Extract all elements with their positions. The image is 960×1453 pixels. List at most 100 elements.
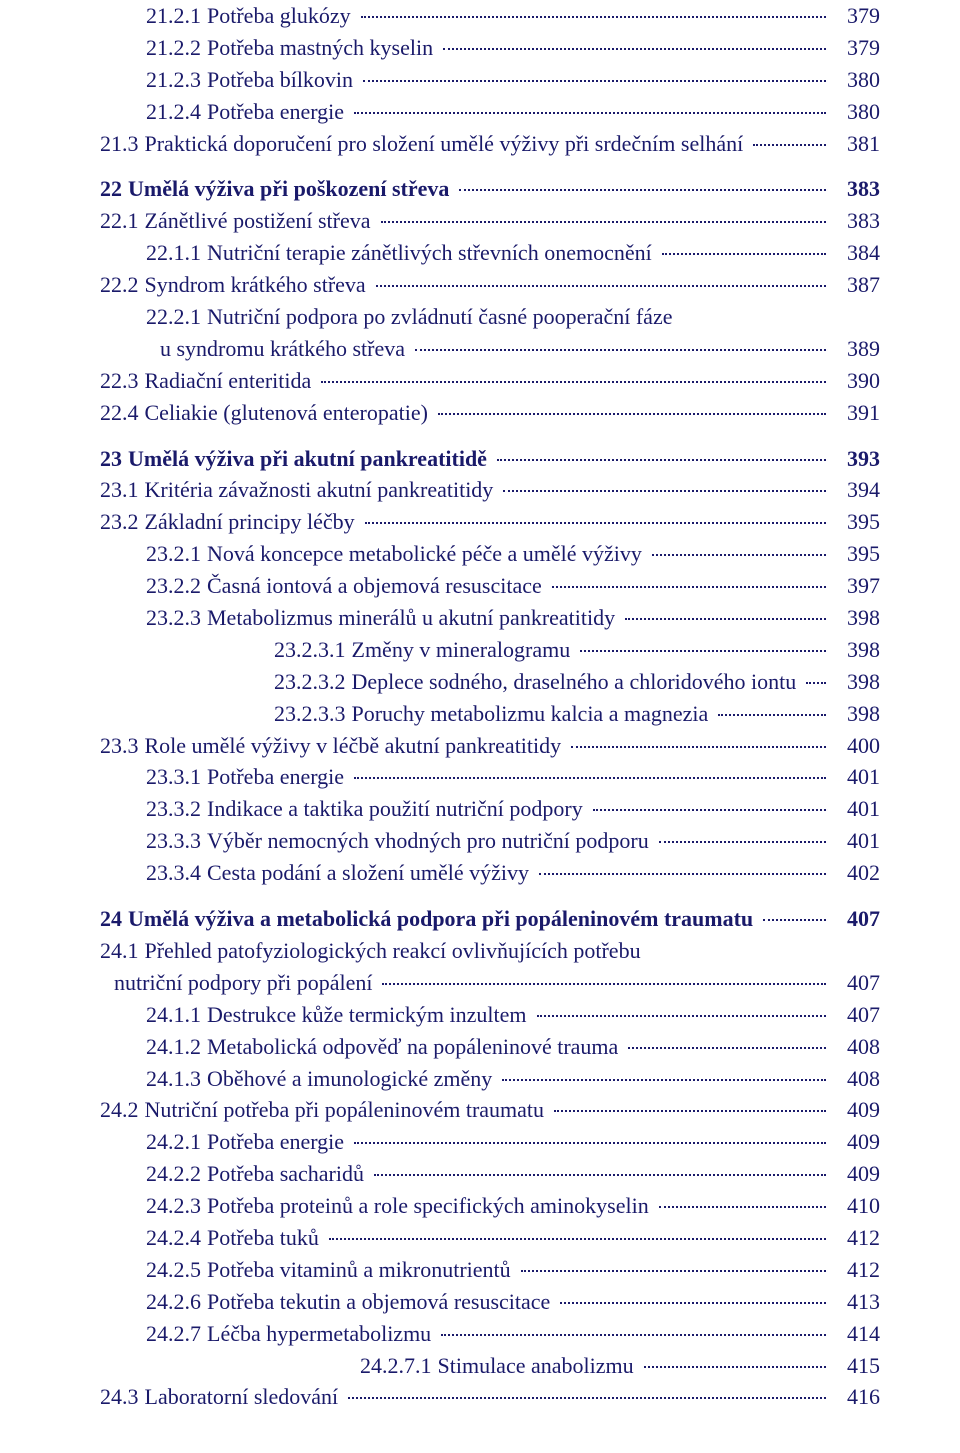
toc-leader-dots [354,1142,826,1144]
toc-number: 21.2.2 [146,32,207,64]
toc-leader-dots [644,1366,826,1368]
toc-number: 23 [100,443,128,475]
toc-title: Metabolická odpověď na popáleninové trau… [207,1031,624,1063]
toc-number: 22.1.1 [146,237,207,269]
toc-leader-dots [718,714,826,716]
toc-page-number: 407 [830,903,880,935]
toc-number: 24.1.3 [146,1063,207,1095]
toc-leader-dots [502,1079,826,1081]
toc-number: 21.2.3 [146,64,207,96]
toc-page-number: 379 [830,32,880,64]
toc-title: Potřeba tekutin a objemová resuscitace [207,1286,556,1318]
toc-title-cont: nutriční podpory při popálení [100,967,378,999]
toc-leader-dots [348,1397,826,1399]
toc-page-number: 394 [830,474,880,506]
toc-title: Poruchy metabolizmu kalcia a magnezia [352,698,715,730]
toc-entry: 22.1.1Nutriční terapie zánětlivých střev… [100,237,880,269]
toc-leader-dots [662,253,826,255]
toc-number: 23.2 [100,506,145,538]
toc-leader-dots [652,554,826,556]
toc-number: 24.2.6 [146,1286,207,1318]
toc-page-number: 410 [830,1190,880,1222]
toc-number: 23.3.1 [146,761,207,793]
toc-title: Přehled patofyziologických reakcí ovlivň… [145,935,647,967]
toc-entry: 21.2.3Potřeba bílkovin380 [100,64,880,96]
toc-number: 23.3 [100,730,145,762]
toc-entry: 23.2.3.2Deplece sodného, draselného a ch… [100,666,880,698]
toc-page-number: 415 [830,1350,880,1382]
toc-page-number: 408 [830,1063,880,1095]
toc-number: 23.3.4 [146,857,207,889]
toc-entry: 24.1.1Destrukce kůže termickým inzultem4… [100,999,880,1031]
toc-entry: 23.2Základní principy léčby395 [100,506,880,538]
toc-leader-dots [382,983,826,985]
toc-title: Potřeba energie [207,761,350,793]
toc-page-number: 395 [830,506,880,538]
toc-entry: 24.2Nutriční potřeba při popáleninovém t… [100,1094,880,1126]
toc-entry: 23.3.3Výběr nemocných vhodných pro nutri… [100,825,880,857]
toc-title: Metabolizmus minerálů u akutní pankreati… [207,602,621,634]
toc-title: Nutriční terapie zánětlivých střevních o… [207,237,658,269]
toc-entry: 22.4Celiakie (glutenová enteropatie)391 [100,397,880,429]
toc-page-number: 400 [830,730,880,762]
toc-title: Změny v mineralogramu [352,634,577,666]
toc-leader-dots [321,381,826,383]
toc-number: 22.4 [100,397,145,429]
toc-page-number: 397 [830,570,880,602]
toc-title: Potřeba glukózy [207,0,357,32]
toc-leader-dots [354,112,826,114]
toc-leader-dots [628,1047,826,1049]
toc-page-number: 401 [830,825,880,857]
toc-entry: 24.2.3Potřeba proteinů a role specifický… [100,1190,880,1222]
toc-number: 24.1.2 [146,1031,207,1063]
toc-entry: 21.2.4Potřeba energie380 [100,96,880,128]
toc-page-number: 413 [830,1286,880,1318]
section-gap [100,159,880,173]
toc-leader-dots [806,682,826,684]
toc-page-number: 407 [830,967,880,999]
toc-entry: 24.2.5Potřeba vitaminů a mikronutrientů4… [100,1254,880,1286]
toc-page-number: 414 [830,1318,880,1350]
toc-leader-dots [438,413,826,415]
toc-page: 21.2.1Potřeba glukózy37921.2.2Potřeba ma… [0,0,960,1453]
toc-number: 23.1 [100,474,145,506]
toc-leader-dots [415,349,826,351]
toc-page-number: 383 [830,173,880,205]
toc-entry: 24.1Přehled patofyziologických reakcí ov… [100,935,880,967]
toc-leader-dots [554,1110,826,1112]
toc-entry: 24.2.4Potřeba tuků412 [100,1222,880,1254]
toc-title: Umělá výživa při akutní pankreatitidě [128,443,493,475]
toc-leader-dots [763,919,826,921]
toc-entry: 23.3.1Potřeba energie401 [100,761,880,793]
toc-leader-dots [580,650,826,652]
toc-leader-dots [659,1206,826,1208]
toc-page-number: 381 [830,128,880,160]
toc-page-number: 390 [830,365,880,397]
toc-entry: 23Umělá výživa při akutní pankreatitidě 3… [100,443,880,475]
toc-entry: 21.2.1Potřeba glukózy379 [100,0,880,32]
toc-title: Léčba hypermetabolizmu [207,1318,437,1350]
toc-title: Kritéria závažnosti akutní pankreatitidy [145,474,500,506]
toc-number: 23.3.3 [146,825,207,857]
toc-number: 23.2.3 [146,602,207,634]
toc-page-number: 380 [830,96,880,128]
toc-number: 22.2 [100,269,145,301]
toc-page-number: 398 [830,602,880,634]
toc-title: Radiační enteritida [145,365,318,397]
toc-title: Potřeba vitaminů a mikronutrientů [207,1254,517,1286]
toc-page-number: 412 [830,1222,880,1254]
toc-leader-dots [361,16,826,18]
toc-number: 24.2.5 [146,1254,207,1286]
toc-page-number: 393 [830,443,880,475]
toc-page-number: 409 [830,1158,880,1190]
toc-leader-dots [593,809,826,811]
toc-page-number: 395 [830,538,880,570]
toc-number: 22.1 [100,205,145,237]
toc-leader-dots [381,221,826,223]
toc-leader-dots [539,873,826,875]
toc-leader-dots [329,1238,826,1240]
toc-leader-dots [443,48,826,50]
toc-title: Deplece sodného, draselného a chloridové… [352,666,803,698]
toc-entry: 23.1Kritéria závažnosti akutní pankreati… [100,474,880,506]
toc-page-number: 398 [830,698,880,730]
